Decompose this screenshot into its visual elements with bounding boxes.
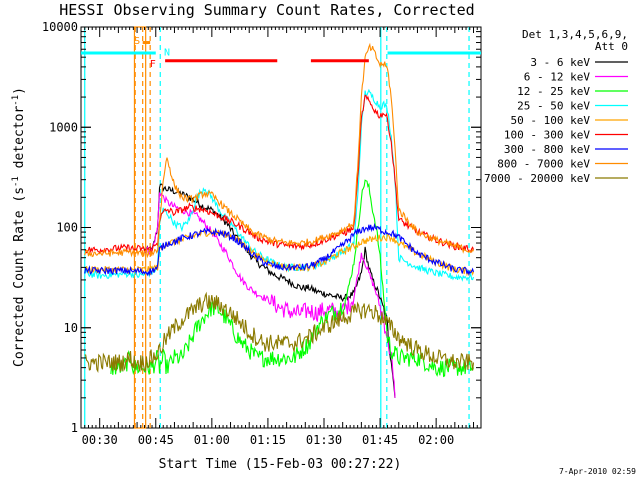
series-line-8 (84, 291, 475, 373)
series-line-5 (84, 94, 475, 254)
y-tick-label-3: 1000 (49, 120, 78, 134)
footer-timestamp: 7-Apr-2010 02:59 (559, 467, 636, 476)
flag-label-1: F (150, 59, 156, 70)
plot-area: SFN 00:30 00:45 01:00 01:15 01:30 01:45 02:00 … (42, 20, 482, 447)
flag-label-2: N (164, 47, 170, 58)
y-axis-title-end: ) (12, 87, 27, 95)
x-tick-label-4: 01:30 (306, 433, 342, 447)
legend-label-2: 12 - 25 keV (517, 85, 590, 98)
series-line-0 (144, 183, 396, 398)
x-tick-label-1: 00:45 (138, 433, 174, 447)
legend-label-6: 300 - 800 keV (504, 143, 590, 156)
x-tick-label-6: 02:00 (418, 433, 454, 447)
legend-label-4: 50 - 100 keV (511, 114, 591, 127)
series-line-1 (144, 192, 396, 398)
x-tick-label-5: 01:45 (362, 433, 398, 447)
series-line-2 (110, 179, 475, 378)
legend-label-1: 6 - 12 keV (524, 71, 591, 84)
legend-label-0: 3 - 6 keV (530, 56, 590, 69)
y-tick-label-4: 10000 (42, 20, 78, 34)
legend-header-2: Att 0 (595, 40, 628, 53)
legend-label-8: 7000 - 20000 keV (484, 172, 590, 185)
saa-band (133, 26, 147, 429)
x-axis: 00:30 00:45 01:00 01:15 01:30 01:45 02:00 (82, 27, 482, 447)
flag-label-0: S (134, 36, 140, 47)
y-axis-title: Corrected Count Rate (s-1 detector-1) (11, 87, 27, 367)
y-tick-label-1: 10 (64, 321, 78, 335)
series-line-7 (84, 42, 474, 259)
x-tick-label-2: 01:00 (194, 433, 230, 447)
legend: Det 1,3,4,5,6,9, Att 0 3 - 6 keV 6 - 12 k… (484, 28, 628, 185)
legend-label-3: 25 - 50 keV (517, 100, 590, 113)
series-line-6 (84, 222, 475, 277)
y-axis-title-exp1: -1 (11, 176, 21, 187)
series-lines (84, 42, 475, 398)
x-axis-title: Start Time (15-Feb-03 00:27:22) (159, 457, 402, 472)
y-axis-title-mid: detector (12, 106, 27, 177)
y-axis: 1 10 100 1000 10000 (42, 20, 481, 435)
y-tick-label-0: 1 (71, 421, 78, 435)
y-tick-label-2: 100 (56, 221, 78, 235)
legend-label-7: 800 - 7000 keV (497, 158, 590, 171)
x-tick-label-3: 01:15 (250, 433, 286, 447)
x-tick-label-0: 00:30 (82, 433, 118, 447)
chart-title: HESSI Observing Summary Count Rates, Cor… (59, 1, 474, 19)
y-axis-title-main: Corrected Count Rate (s (12, 187, 27, 367)
observing-flag-bars: S FN (81, 36, 481, 70)
legend-header-1: Det 1,3,4,5,6,9, (522, 28, 628, 41)
legend-label-5: 100 - 300 keV (504, 129, 590, 142)
y-axis-title-exp2: -1 (11, 95, 21, 106)
